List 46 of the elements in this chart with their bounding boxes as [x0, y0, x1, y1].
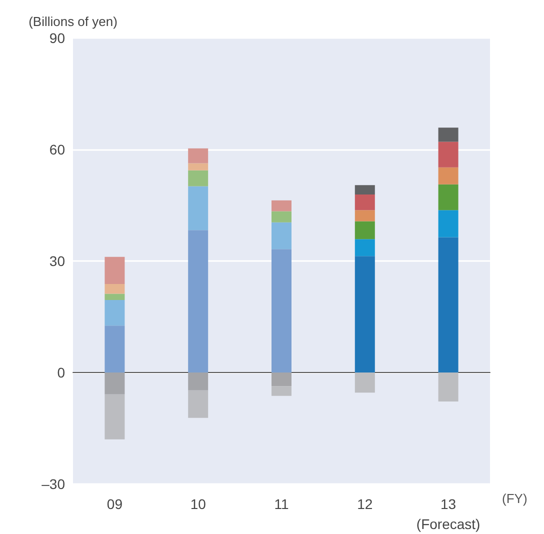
bar: [438, 167, 458, 184]
bar: [438, 142, 458, 168]
bar: [438, 372, 458, 402]
bar: [104, 394, 125, 440]
bar: [104, 326, 125, 372]
bar: [272, 222, 292, 250]
bar: [104, 294, 125, 300]
bar: [272, 386, 292, 396]
bar: [188, 148, 208, 164]
bar: [354, 194, 375, 210]
bar: [104, 300, 125, 326]
bar: [188, 230, 208, 372]
x-tick-label: 13 (Forecast): [416, 496, 480, 532]
bar: [354, 221, 375, 240]
bar: [272, 211, 292, 222]
y-tick-label: –30: [42, 476, 66, 492]
bar: [104, 256, 125, 284]
x-tick-label: 11: [274, 496, 289, 512]
bar: [188, 390, 208, 418]
bar: [272, 200, 292, 212]
bar: [438, 210, 458, 238]
y-tick-label: 60: [49, 142, 66, 158]
y-tick-label: 30: [49, 253, 66, 269]
bar: [438, 184, 458, 210]
bar: [188, 170, 208, 186]
bar: [354, 185, 375, 194]
bar: [188, 372, 208, 390]
y-axis-title: (Billions of yen): [28, 14, 118, 29]
x-axis-title: (FY): [502, 491, 528, 506]
bar: [354, 210, 375, 222]
bar: [272, 372, 292, 386]
x-tick-label: 10: [190, 496, 206, 512]
bar: [438, 237, 458, 372]
bar: [104, 284, 125, 294]
bar: [438, 128, 458, 142]
bar: [188, 163, 208, 170]
y-tick-label: 90: [49, 30, 66, 46]
bar: [354, 239, 375, 256]
bar: [354, 372, 375, 393]
bar: [188, 186, 208, 230]
x-tick-label: 09: [106, 496, 123, 512]
y-tick-label: 0: [57, 364, 66, 380]
bar: [104, 372, 125, 394]
bar: [272, 249, 292, 372]
bar: [354, 256, 375, 372]
x-tick-label: 12: [357, 496, 373, 512]
